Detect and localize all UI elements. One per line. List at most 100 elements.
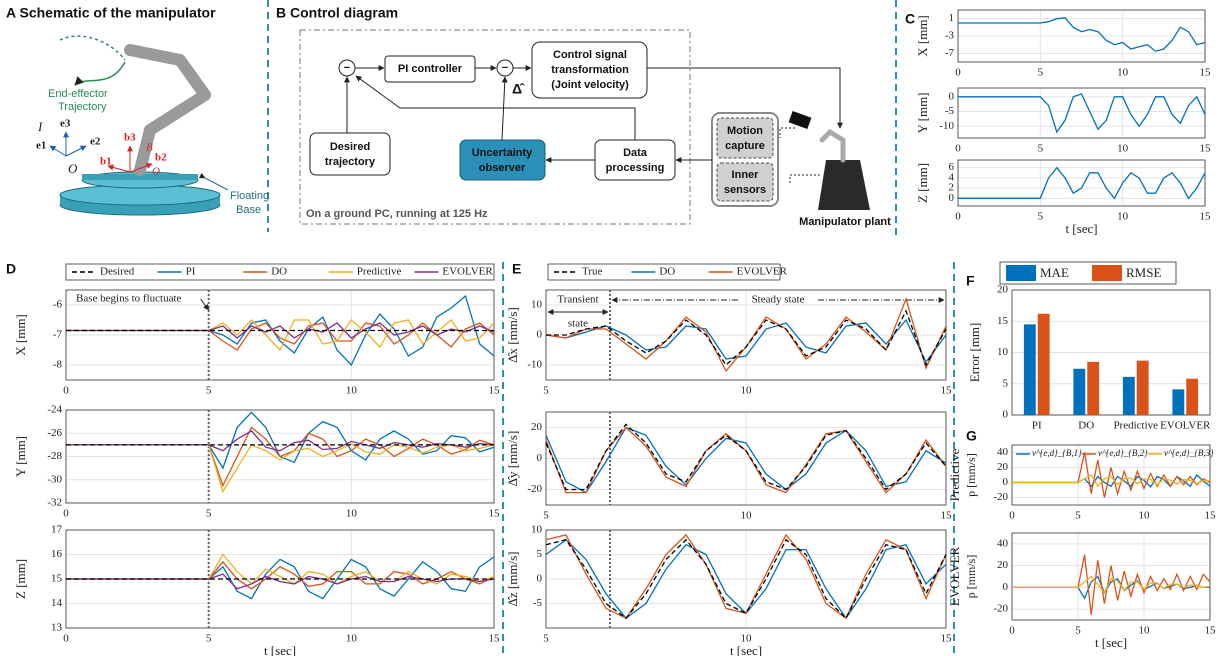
block-label: sensors xyxy=(724,184,766,196)
y-tick-label: 15 xyxy=(51,573,63,585)
panel-title: B Control diagram xyxy=(276,5,398,21)
x-tick-label: 0 xyxy=(955,211,961,223)
y-tick-label: 0 xyxy=(1003,581,1009,593)
block-label: Data xyxy=(623,147,648,159)
x-tick-label: 15 xyxy=(941,510,953,522)
series-line xyxy=(545,318,947,364)
y-tick-label: 4 xyxy=(949,171,955,183)
note: On a ground PC, running at 125 Hz xyxy=(306,208,488,220)
x-axis-label: t [sec] xyxy=(730,643,762,656)
x-tick-label: 5 xyxy=(206,385,212,397)
frame-label: e1 xyxy=(36,140,46,152)
frame-label: B xyxy=(146,142,153,154)
legend-label: v^{e,d}_{B,1} xyxy=(1032,448,1082,458)
y-tick-label: 16 xyxy=(51,548,63,560)
block xyxy=(531,41,648,99)
y-tick-label: -20 xyxy=(993,603,1008,615)
series-line xyxy=(66,556,495,600)
block xyxy=(309,132,391,176)
annotation-arrow xyxy=(200,298,210,311)
block-label: Manipulator plant xyxy=(799,216,891,228)
y-axis-label: p [mm/s] xyxy=(964,453,978,497)
y-tick-label: -7 xyxy=(53,329,63,341)
y-tick-label: 0 xyxy=(949,192,955,204)
x-tick-label: 0 xyxy=(955,143,961,155)
bar xyxy=(1037,313,1050,415)
bar xyxy=(1122,376,1135,415)
plot-frame xyxy=(957,9,1206,63)
y-tick-label: 1 xyxy=(949,12,955,24)
x-tick-label: 5 xyxy=(543,510,549,522)
series-line xyxy=(1012,474,1211,488)
series-line xyxy=(1012,575,1211,595)
y-tick-label: 14 xyxy=(51,597,63,609)
legend-label: PI xyxy=(186,266,196,278)
block xyxy=(716,162,774,202)
annotation: Base begins to fluctuate xyxy=(76,293,182,305)
x-tick-label: 10 xyxy=(741,510,753,522)
plot-frame xyxy=(1011,289,1211,416)
y-axis-label: Z [mm] xyxy=(13,559,28,599)
series-line xyxy=(545,426,947,494)
x-tick-label: 10 xyxy=(1117,67,1129,79)
legend-box xyxy=(999,261,1177,285)
y-tick-label: 0 xyxy=(949,90,955,102)
x-tick-label: 5 xyxy=(543,633,549,645)
block xyxy=(384,55,476,83)
frame-label: b3 xyxy=(124,132,136,144)
signal-label: Δ̂ xyxy=(512,81,525,97)
y-tick-label: 10 xyxy=(531,299,543,311)
x-tick-label: 5 xyxy=(1038,143,1044,155)
annotation: state xyxy=(568,318,588,330)
robot-arm xyxy=(124,44,211,176)
y-tick-label: -20 xyxy=(993,491,1008,503)
panel-a: A Schematic of the manipulator End-effec… xyxy=(6,5,269,216)
y-axis-label: Δ̂y [mm/s] xyxy=(505,431,520,487)
x-tick-label: 15 xyxy=(941,633,953,645)
label: Base xyxy=(236,204,261,216)
block-label: PI controller xyxy=(398,63,463,75)
y-tick-label: 13 xyxy=(51,622,63,634)
sign: − xyxy=(344,62,350,74)
y-tick-label: 40 xyxy=(997,446,1009,458)
y-tick-label: -7 xyxy=(945,47,955,59)
block xyxy=(716,117,774,159)
annotation: Transient xyxy=(557,294,598,306)
frame-label: e2 xyxy=(90,136,101,148)
block-label: Desired xyxy=(330,141,370,153)
y-tick-label: 10 xyxy=(531,524,543,536)
x-axis-label: t [sec] xyxy=(1065,221,1097,236)
x-tick-label: 10 xyxy=(741,633,753,645)
x-tick-label: 0 xyxy=(63,385,69,397)
y-tick-label: -32 xyxy=(47,497,62,509)
plot-frame xyxy=(957,159,1206,207)
label: End-effector xyxy=(48,88,108,100)
x-tick-label: 10 xyxy=(346,508,358,520)
block-label: Motion xyxy=(727,125,763,137)
legend-label: RMSE xyxy=(1126,265,1161,280)
x-tick-label: 10 xyxy=(1117,211,1129,223)
series-line xyxy=(958,17,1206,52)
x-tick-label: 15 xyxy=(1200,67,1212,79)
bar xyxy=(1186,378,1199,415)
x-tick-label: 15 xyxy=(941,385,953,397)
series-line xyxy=(545,533,947,620)
y-tick-label: -26 xyxy=(47,427,62,439)
y-tick-label: -20 xyxy=(527,483,542,495)
plant-icon xyxy=(818,160,870,210)
series-line xyxy=(66,430,495,452)
frame-label: b2 xyxy=(155,152,167,164)
series-line xyxy=(66,322,495,351)
axis-arrow xyxy=(107,164,131,173)
panel-label: D xyxy=(6,261,16,277)
block-label: Inner xyxy=(732,169,760,181)
x-tick-label: 15 xyxy=(489,633,501,645)
series-line xyxy=(546,309,947,367)
y-tick-label: 5 xyxy=(537,548,543,560)
block-label: trajectory xyxy=(325,156,376,168)
legend-box xyxy=(65,263,495,281)
legend-label: Desired xyxy=(100,266,135,278)
series-line xyxy=(1012,554,1211,615)
legend-swatch xyxy=(1006,265,1036,281)
